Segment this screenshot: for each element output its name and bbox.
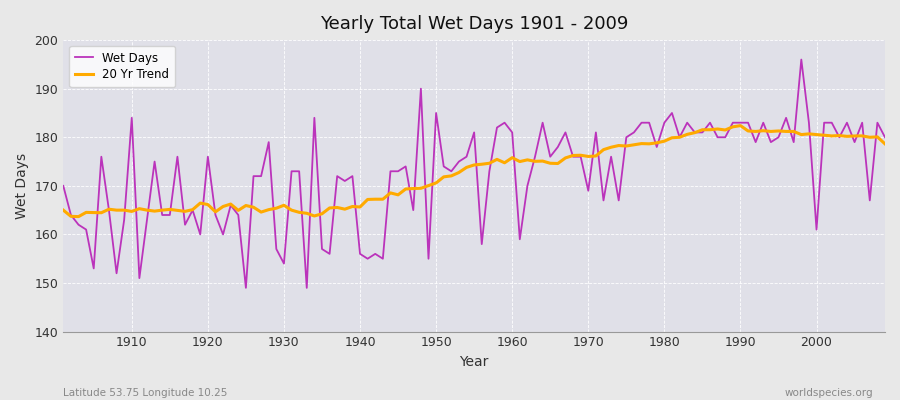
Line: Wet Days: Wet Days <box>63 60 885 288</box>
Wet Days <box>58 184 68 188</box>
Wet Days <box>606 154 616 159</box>
20 Yr Trend <box>293 210 304 215</box>
Legend: Wet Days, 20 Yr Trend: Wet Days, 20 Yr Trend <box>69 46 176 87</box>
20 Yr Trend <box>879 142 890 146</box>
Text: worldspecies.org: worldspecies.org <box>785 388 873 398</box>
Wet Days <box>507 130 517 135</box>
Y-axis label: Wet Days: Wet Days <box>15 153 29 219</box>
20 Yr Trend <box>339 207 350 212</box>
Wet Days <box>339 178 350 183</box>
20 Yr Trend <box>515 159 526 164</box>
20 Yr Trend <box>735 123 746 128</box>
20 Yr Trend <box>606 145 616 150</box>
Wet Days <box>515 237 526 242</box>
20 Yr Trend <box>126 209 137 214</box>
X-axis label: Year: Year <box>460 355 489 369</box>
Title: Yearly Total Wet Days 1901 - 2009: Yearly Total Wet Days 1901 - 2009 <box>320 15 628 33</box>
20 Yr Trend <box>73 214 84 219</box>
Line: 20 Yr Trend: 20 Yr Trend <box>63 126 885 217</box>
20 Yr Trend <box>507 155 517 160</box>
Text: Latitude 53.75 Longitude 10.25: Latitude 53.75 Longitude 10.25 <box>63 388 228 398</box>
Wet Days <box>293 169 304 174</box>
20 Yr Trend <box>58 208 68 212</box>
Wet Days <box>796 57 806 62</box>
Wet Days <box>879 135 890 140</box>
Wet Days <box>240 286 251 290</box>
Wet Days <box>119 218 130 222</box>
